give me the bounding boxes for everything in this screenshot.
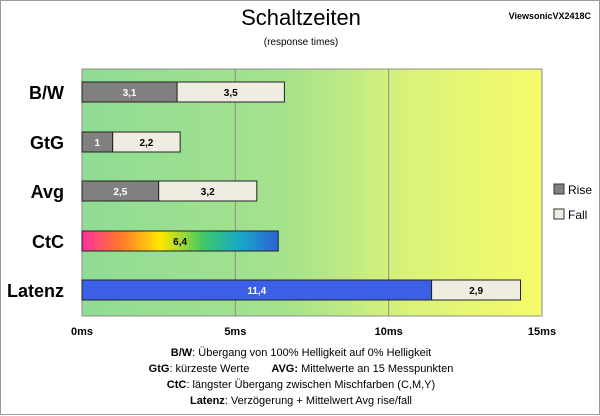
bar-label-rise: 3,1 xyxy=(123,88,137,99)
category-label: CtC xyxy=(32,232,64,252)
note-bw: B/W: Übergang von 100% Helligkeit auf 0%… xyxy=(1,345,600,361)
legend-swatch xyxy=(553,208,565,220)
chart-notes: B/W: Übergang von 100% Helligkeit auf 0%… xyxy=(1,345,600,409)
chart-subtitle: (response times) xyxy=(263,37,339,48)
bar-fall-bw xyxy=(176,81,285,103)
note-avg-key: AVG: xyxy=(271,363,299,375)
note-gtg-key: GtG xyxy=(148,363,170,375)
note-avg-text: Mittelwerte an 15 Messpunkten xyxy=(298,363,454,375)
bar-label-fall: 3,5 xyxy=(224,88,238,99)
monitor-model-label: ViewsonicVX2418C xyxy=(508,11,591,21)
bar-label-rise: 6,4 xyxy=(173,237,187,248)
note-gtg-avg: GtG: kürzeste Werte AVG: Mittelwerte an 1… xyxy=(1,361,600,377)
bar-fall-avg xyxy=(158,180,258,202)
x-tick-label: 5ms xyxy=(224,326,246,338)
bar-fall-latenz xyxy=(431,279,522,301)
bar-label-rise: 11,4 xyxy=(247,286,266,297)
bar-label-fall: 2,9 xyxy=(469,286,483,297)
chart-title: Schaltzeiten xyxy=(241,5,361,30)
category-label: Avg xyxy=(31,182,64,202)
note-ctc: CtC: längster Übergang zwischen Mischfar… xyxy=(1,377,600,393)
note-latenz-key: Latenz xyxy=(189,395,225,407)
note-latenz: Latenz: Verzögerung + Mittelwert Avg ris… xyxy=(1,393,600,409)
category-label: Latenz xyxy=(7,281,64,301)
legend-swatch xyxy=(553,183,565,195)
bar-label-fall: 3,2 xyxy=(201,187,215,198)
legend-label: Rise xyxy=(568,183,592,197)
x-tick-label: 0ms xyxy=(71,326,93,338)
note-ctc-key: CtC xyxy=(166,379,187,391)
x-tick-label: 10ms xyxy=(375,326,403,338)
bar-label-rise: 2,5 xyxy=(113,187,127,198)
category-label: B/W xyxy=(29,83,64,103)
note-ctc-text: : längster Übergang zwischen Mischfarben… xyxy=(186,379,436,391)
note-gtg-text: : kürzeste Werte xyxy=(169,363,250,375)
bar-label-rise: 1 xyxy=(95,138,101,149)
bar-rise-ctc xyxy=(81,230,279,252)
category-label: GtG xyxy=(30,133,64,153)
note-latenz-text: : Verzögerung + Mittelwert Avg rise/fall xyxy=(224,395,413,407)
bar-label-fall: 2,2 xyxy=(139,138,153,149)
x-tick-label: 15ms xyxy=(528,326,556,338)
legend-label: Fall xyxy=(568,208,587,222)
note-bw-text: : Übergang von 100% Helligkeit auf 0% He… xyxy=(192,347,432,359)
note-bw-key: B/W xyxy=(170,347,193,359)
bar-fall-gtg xyxy=(112,131,181,153)
